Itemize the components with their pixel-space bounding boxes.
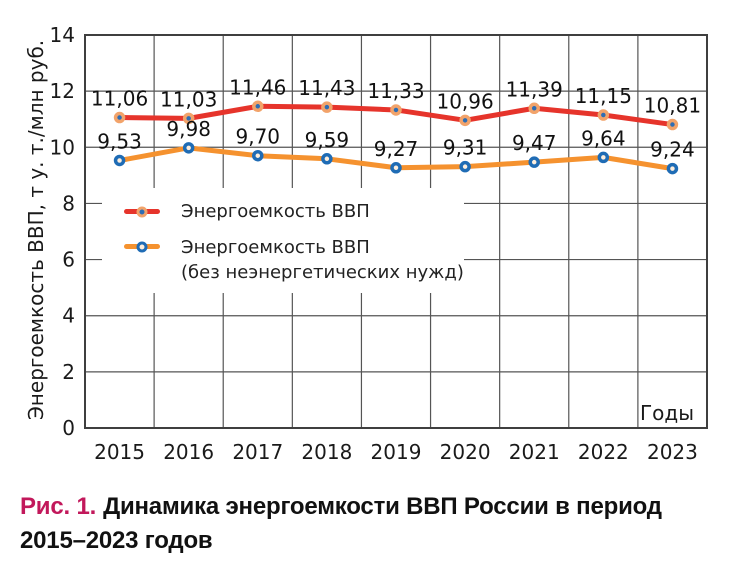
data-point-marker bbox=[528, 102, 540, 115]
x-tick-label: 2015 bbox=[94, 440, 145, 464]
data-point-marker bbox=[390, 162, 402, 174]
data-point-label: 11,33 bbox=[367, 79, 424, 103]
y-tick-label: 4 bbox=[62, 304, 75, 328]
legend-item-energy-intensity: Энергоемкость ВВП bbox=[124, 199, 464, 224]
data-point-label: 9,27 bbox=[374, 137, 419, 161]
data-point-label: 10,81 bbox=[644, 94, 701, 118]
data-point-marker bbox=[666, 118, 679, 131]
legend-label: Энергоемкость ВВП (без неэнергетических … bbox=[181, 235, 464, 285]
data-point-label: 11,03 bbox=[160, 87, 217, 111]
x-axis-title: Годы bbox=[640, 401, 694, 425]
data-point-marker bbox=[252, 100, 264, 113]
data-point-marker bbox=[459, 114, 471, 127]
data-point-label: 9,53 bbox=[97, 129, 142, 153]
legend-marker-dot-icon bbox=[136, 206, 148, 217]
data-point-marker bbox=[321, 101, 333, 113]
figure-caption: Рис. 1. Динамика энергоемкости ВВП России… bbox=[20, 490, 728, 558]
legend-label: Энергоемкость ВВП bbox=[181, 201, 370, 222]
data-point-label: 9,64 bbox=[581, 126, 626, 150]
y-axis-title: Энергоемкость ВВП, т у. т./млн руб. bbox=[24, 39, 48, 421]
legend-marker-dot-icon bbox=[136, 241, 148, 252]
y-tick-label: 6 bbox=[62, 248, 75, 272]
data-point-marker bbox=[252, 149, 264, 162]
data-point-marker bbox=[113, 154, 126, 167]
figure-number: Рис. 1. bbox=[20, 493, 97, 520]
data-point-label: 11,43 bbox=[298, 76, 355, 100]
y-tick-label: 12 bbox=[50, 79, 75, 103]
data-point-marker bbox=[321, 153, 333, 165]
x-tick-label: 2021 bbox=[509, 440, 560, 464]
data-point-marker bbox=[390, 104, 402, 116]
x-tick-label: 2016 bbox=[163, 440, 214, 464]
x-tick-label: 2019 bbox=[371, 440, 422, 464]
y-tick-label: 10 bbox=[50, 135, 75, 159]
legend-line-marker-red bbox=[124, 206, 160, 217]
legend-label-line1: Энергоемкость ВВП bbox=[181, 237, 370, 258]
legend-label-line2: (без неэнергетических нужд) bbox=[181, 262, 464, 283]
y-tick-label: 2 bbox=[62, 360, 75, 384]
data-point-marker bbox=[597, 109, 610, 121]
x-tick-label: 2017 bbox=[232, 440, 283, 464]
y-tick-label: 0 bbox=[62, 416, 75, 440]
data-point-marker bbox=[113, 111, 126, 124]
data-point-marker bbox=[459, 160, 471, 173]
y-tick-label: 14 bbox=[50, 23, 75, 47]
data-point-marker bbox=[528, 156, 540, 168]
data-point-label: 11,15 bbox=[575, 84, 632, 108]
legend: Энергоемкость ВВП Энергоемкость ВВП (без… bbox=[102, 188, 464, 293]
data-point-marker bbox=[182, 142, 195, 154]
data-point-marker bbox=[597, 151, 610, 164]
legend-item-energy-intensity-non-energy: Энергоемкость ВВП (без неэнергетических … bbox=[124, 235, 464, 285]
legend-line-marker-orange bbox=[124, 241, 160, 252]
figure-caption-text: Динамика энергоемкости ВВП России в пери… bbox=[20, 493, 662, 554]
data-point-label: 9,59 bbox=[305, 128, 350, 152]
data-point-label: 11,06 bbox=[91, 87, 148, 111]
x-tick-label: 2018 bbox=[301, 440, 352, 464]
line-chart: 11,06 11,03 11,46 11,43 11,33 10,96 11,39 11,15… bbox=[50, 23, 708, 464]
x-tick-label: 2023 bbox=[647, 440, 698, 464]
data-point-label: 10,96 bbox=[436, 89, 493, 113]
data-point-label: 9,47 bbox=[512, 131, 557, 155]
data-point-label: 9,98 bbox=[166, 117, 211, 141]
x-tick-label: 2020 bbox=[440, 440, 491, 464]
data-point-label: 9,70 bbox=[236, 125, 281, 149]
x-tick-label: 2022 bbox=[578, 440, 629, 464]
data-point-label: 11,46 bbox=[229, 75, 286, 99]
plot-border bbox=[84, 34, 708, 429]
data-point-label: 9,31 bbox=[443, 136, 488, 160]
y-tick-label: 8 bbox=[62, 191, 75, 215]
data-point-label: 11,39 bbox=[506, 77, 563, 101]
data-point-label: 9,24 bbox=[650, 138, 695, 162]
data-point-marker bbox=[182, 112, 195, 125]
data-point-marker bbox=[666, 162, 679, 175]
